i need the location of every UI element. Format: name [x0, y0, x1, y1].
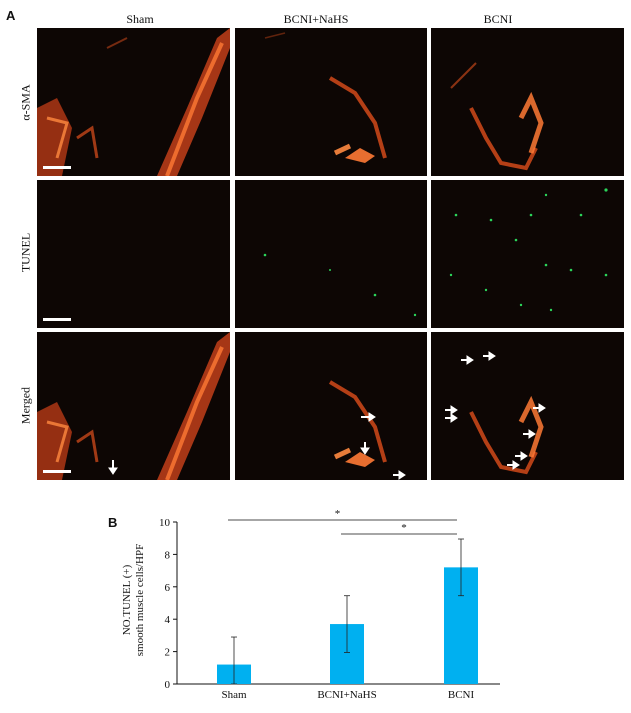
row-label-merged: Merged	[18, 386, 33, 425]
chart-bars: Sham BCNI+NaHS BCNI	[217, 538, 478, 701]
micrograph-sham-merged	[37, 332, 230, 480]
y-axis-label-line2: smooth muscle cells/HPF	[134, 544, 146, 656]
micrograph-sham-sma	[37, 28, 230, 176]
arrow-marker	[108, 460, 118, 475]
column-label-bcni-nahs: BCNI+NaHS	[283, 12, 349, 26]
y-tick-label: 2	[165, 647, 171, 659]
micrograph-bcni-nahs-sma	[235, 28, 427, 176]
panel-b-label: B	[108, 515, 118, 530]
significance-star: *	[335, 508, 341, 520]
x-tick-label: BCNI+NaHS	[317, 689, 376, 701]
column-label-sham: Sham	[126, 12, 154, 26]
panel-a-label: A	[6, 8, 16, 23]
micrograph-bcni-nahs-tunel	[235, 180, 427, 328]
y-tick-label: 6	[165, 582, 171, 594]
scale-bar	[43, 470, 71, 473]
micrograph-bcni-nahs-merged	[235, 332, 427, 480]
micrograph-bcni-merged	[431, 332, 624, 480]
column-label-bcni: BCNI	[483, 12, 513, 26]
scale-bar	[43, 318, 71, 321]
x-tick-label: Sham	[221, 689, 247, 701]
y-axis-label-line1: NO.TUNEL (+)	[121, 564, 133, 635]
scale-bar	[43, 166, 71, 169]
y-tick-label: 4	[165, 614, 171, 626]
micrograph-bcni-sma	[431, 28, 624, 176]
significance-annotations: **	[228, 508, 457, 535]
row-label-tunel: TUNEL	[18, 232, 33, 273]
micrograph-sham-tunel	[37, 180, 230, 328]
y-tick-label: 0	[165, 679, 171, 691]
y-tick-label: 10	[159, 517, 171, 529]
x-tick-label: BCNI	[448, 689, 475, 701]
row-label-sma: α-SMA	[18, 84, 33, 121]
significance-star: *	[401, 522, 407, 534]
y-tick-label: 8	[165, 549, 171, 561]
micrograph-bcni-tunel	[431, 180, 624, 328]
